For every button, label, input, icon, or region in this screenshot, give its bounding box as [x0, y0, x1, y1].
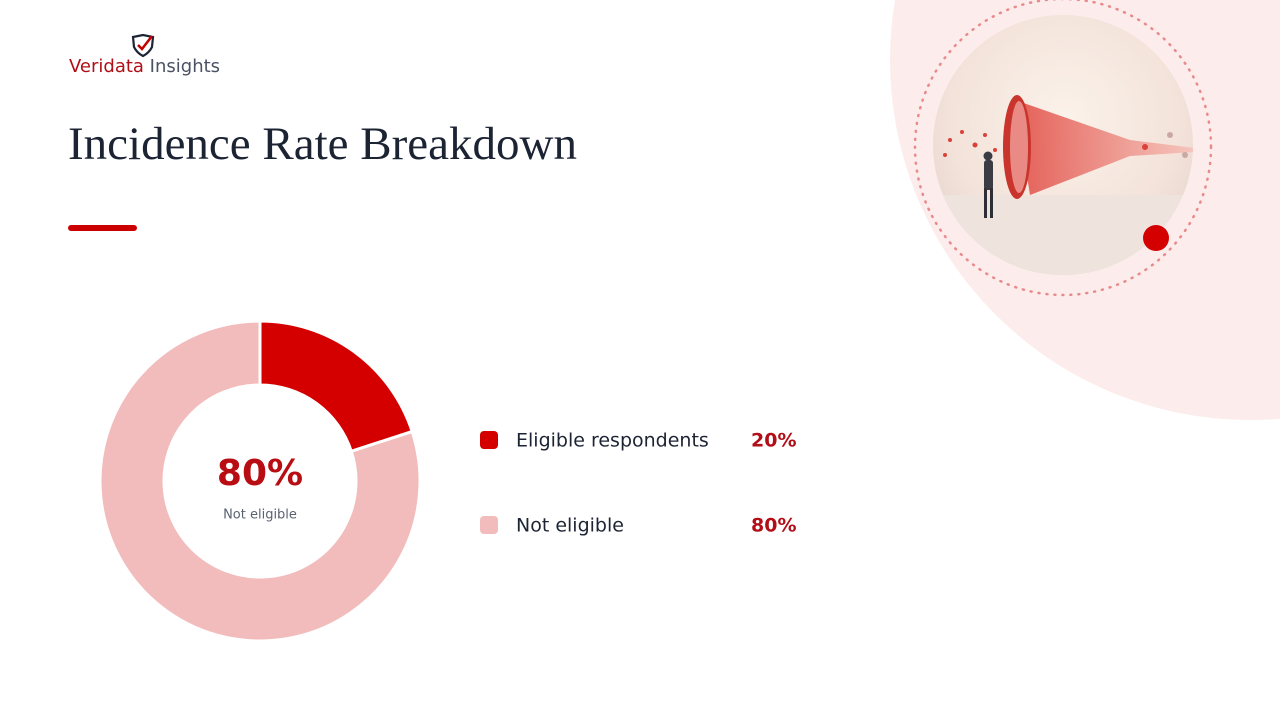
center-value: 80%: [217, 453, 303, 494]
logo: Veridata Insights: [69, 56, 220, 77]
legend-value: 80%: [751, 515, 796, 537]
logo-suffix: Insights: [150, 56, 220, 77]
logo-brand: Veridata: [69, 56, 144, 77]
legend: Eligible respondents 20% Not eligible 80%: [480, 430, 796, 537]
center-label: Not eligible: [223, 508, 297, 523]
accent-dot: [1143, 225, 1169, 251]
logo-check: [137, 35, 153, 51]
legend-label: Not eligible: [516, 515, 624, 537]
donut-segment: [258, 319, 415, 454]
legend-label: Eligible respondents: [516, 430, 709, 452]
donut-segment: [98, 319, 422, 643]
logo-icon: [131, 33, 155, 58]
legend-swatch: [480, 431, 498, 449]
legend-value: 20%: [751, 430, 796, 452]
donut-chart: 80% Not eligible: [98, 319, 422, 643]
legend-swatch: [480, 516, 498, 534]
dotted-ring: [913, 0, 1213, 297]
title-underline: [68, 225, 137, 231]
chart-title: Incidence Rate Breakdown: [68, 118, 577, 170]
